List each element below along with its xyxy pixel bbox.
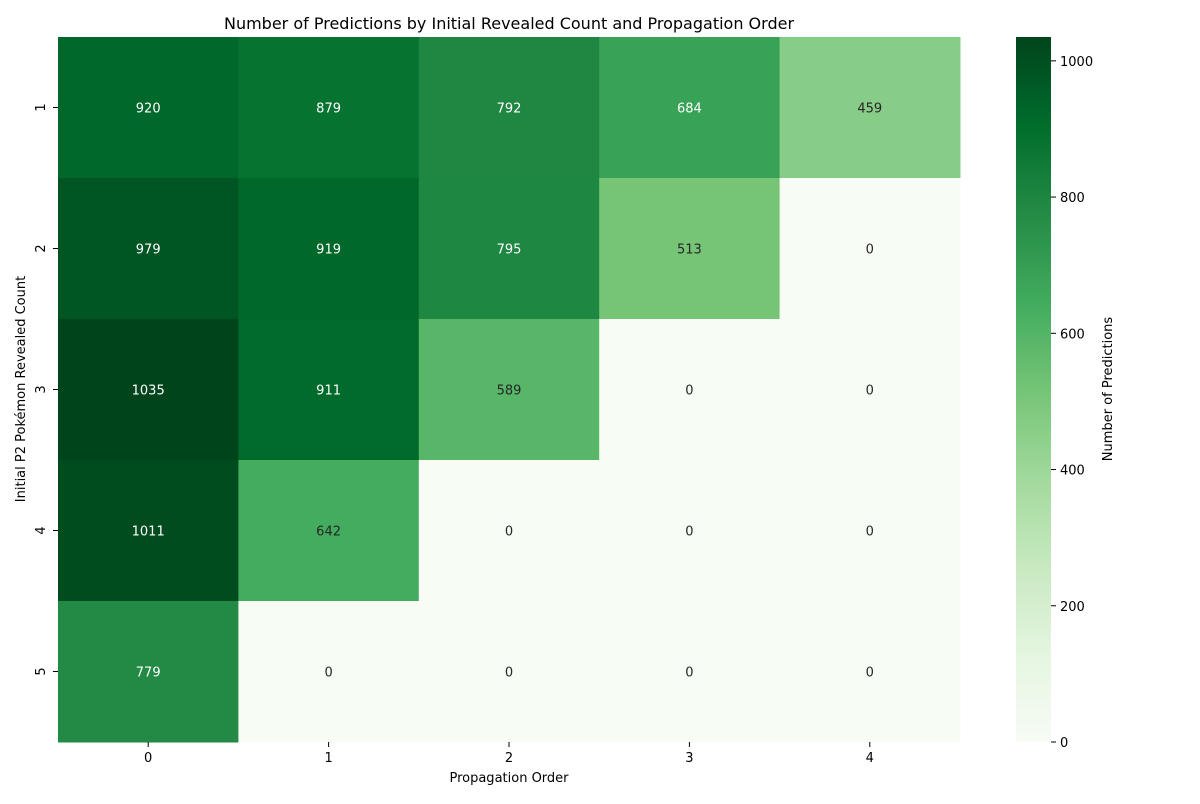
y-axis: 1 2 3 4 5 [34,103,58,676]
cell-value-label: 642 [316,525,341,540]
heatmap-cell [238,460,420,602]
y-tick-label: 2 [34,244,49,252]
heatmap-cell [58,178,239,320]
cell-value-label: 684 [677,102,702,117]
x-tick-label: 3 [685,751,693,766]
heatmap-cell [599,37,781,179]
x-axis-label: Propagation Order [449,771,569,786]
colorbar-tick-label: 200 [1060,600,1085,615]
cell-value-label: 1011 [132,525,165,540]
cell-value-label: 0 [685,666,693,681]
cell-value-labels: 920 879 792 684 459 979 919 795 513 0 1035 911 589 0 0… [132,102,883,681]
colorbar-tick-label: 600 [1060,327,1085,342]
heatmap-cell [58,601,239,743]
colorbar: 0 200 400 600 800 1000 [1016,37,1093,751]
heatmap-cell [779,460,961,602]
cell-value-label: 911 [316,384,341,399]
cell-value-label: 979 [136,243,161,258]
cell-value-label: 0 [866,243,874,258]
heatmap-cell [418,601,600,743]
x-tick-label: 2 [505,751,513,766]
heatmap-cell [599,319,781,461]
heatmap-cell [58,37,239,179]
colorbar-tick-label: 400 [1060,464,1085,479]
heatmap-cell [779,319,961,461]
heatmap-cell [599,601,781,743]
heatmap-cell [599,460,781,602]
heatmap-cell [238,37,420,179]
x-tick-label: 4 [866,751,874,766]
colorbar-tick-label: 0 [1060,736,1068,751]
cell-value-label: 459 [857,102,882,117]
heatmap-cell [779,37,961,179]
cell-value-label: 0 [866,666,874,681]
heatmap-cell [418,319,600,461]
x-tick-label: 0 [144,751,152,766]
cell-value-label: 792 [497,102,522,117]
cell-value-label: 0 [505,525,513,540]
heatmap-cell [779,178,961,320]
colorbar-tick-label: 1000 [1060,55,1093,70]
chart-title: Number of Predictions by Initial Reveale… [224,14,794,33]
x-tick-label: 1 [324,751,332,766]
heatmap-cell [238,178,420,320]
y-tick-label: 3 [34,385,49,393]
heatmap-cell [418,460,600,602]
cell-value-label: 0 [324,666,332,681]
y-axis-label: Initial P2 Pokémon Revealed Count [14,276,29,502]
heatmap-cell [238,319,420,461]
cell-value-label: 795 [497,243,522,258]
cell-value-label: 779 [136,666,161,681]
heatmap-cell [238,601,420,743]
cell-value-label: 513 [677,243,702,258]
cell-value-label: 0 [866,384,874,399]
heatmap-cells [58,37,961,743]
colorbar-tick-label: 800 [1060,191,1085,206]
heatmap-cell [779,601,961,743]
y-tick-label: 4 [34,526,49,534]
heatmap-cell [58,460,239,602]
colorbar-label: Number of Predictions [1101,317,1116,462]
cell-value-label: 919 [316,243,341,258]
colorbar-gradient [1016,37,1051,742]
y-tick-label: 1 [34,103,49,111]
y-tick-label: 5 [34,667,49,675]
cell-value-label: 879 [316,102,341,117]
heatmap-cell [418,37,600,179]
cell-value-label: 1035 [132,384,165,399]
heatmap-cell [599,178,781,320]
x-axis: 0 1 2 3 4 [144,742,874,766]
cell-value-label: 0 [685,384,693,399]
heatmap-cell [58,319,239,461]
cell-value-label: 920 [136,102,161,117]
cell-value-label: 0 [685,525,693,540]
cell-value-label: 0 [505,666,513,681]
cell-value-label: 589 [497,384,522,399]
heatmap-cell [418,178,600,320]
cell-value-label: 0 [866,525,874,540]
